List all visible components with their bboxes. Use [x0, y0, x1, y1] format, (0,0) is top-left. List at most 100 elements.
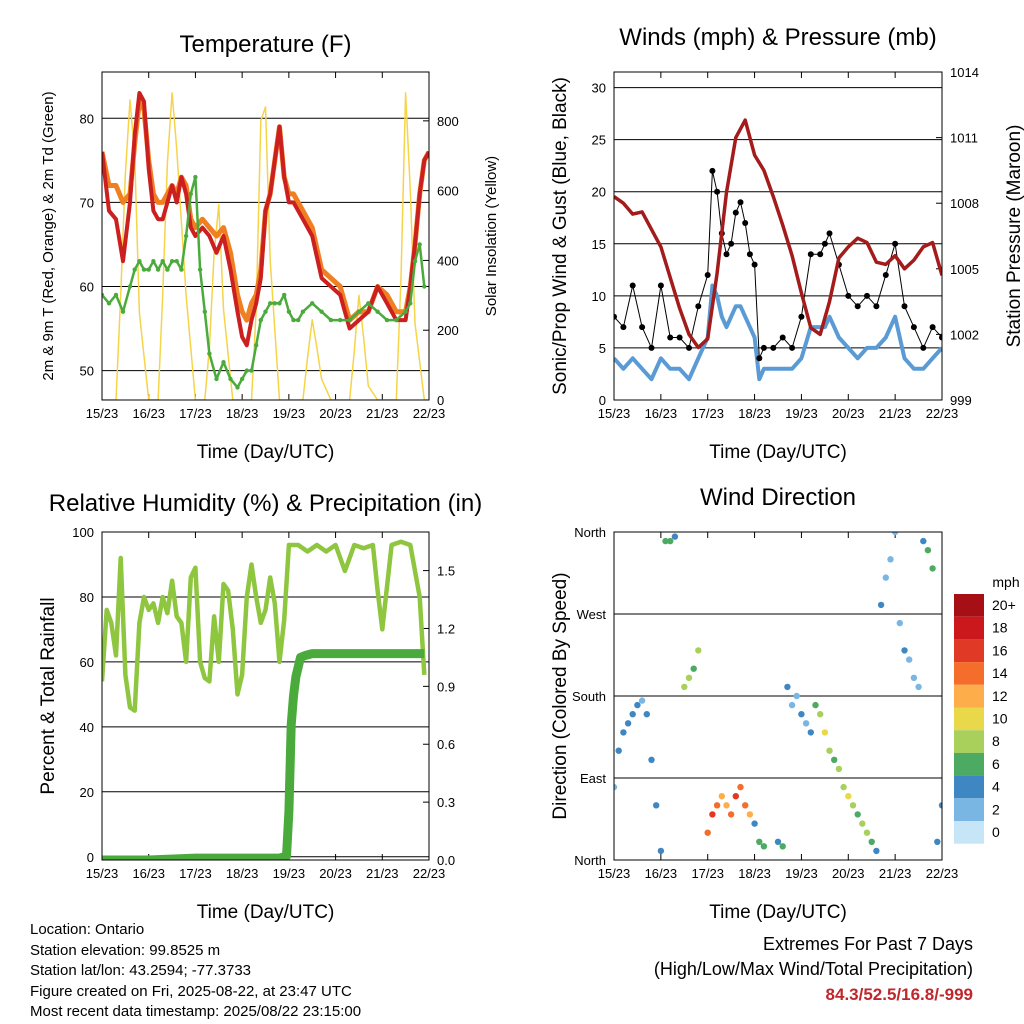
direction-point — [634, 701, 641, 709]
temperature-ytick-label-2: 70 — [80, 195, 94, 210]
dewpoint-point — [408, 301, 413, 306]
speed-legend-swatch — [954, 730, 984, 753]
dewpoint-point — [258, 317, 263, 323]
winds-xtick-label-5: 20/23 — [832, 406, 865, 421]
direction-point — [713, 802, 721, 809]
humidity-xtick-label-4: 19/23 — [273, 866, 306, 881]
direction-point — [802, 720, 810, 727]
temperature-xtick-label-1: 16/23 — [132, 406, 165, 421]
winds-ytick-label-4: 20 — [592, 185, 606, 200]
winds-xlabel: Time (Day/UTC) — [709, 442, 847, 463]
direction-point — [779, 843, 786, 850]
speed-legend-swatch — [954, 594, 984, 617]
winds-ytick-label-5: 25 — [592, 133, 606, 148]
speed-legend-swatch — [954, 707, 984, 731]
winds-ytick-label-2: 10 — [592, 289, 606, 304]
humidity-y2tick-label-4: 1.2 — [437, 621, 455, 636]
temperature-ytick-label-1: 60 — [80, 279, 94, 294]
direction-point — [924, 547, 932, 554]
winds-ytick-label-3: 15 — [592, 237, 606, 252]
speed-legend-label: 0 — [992, 824, 1000, 840]
winds-xtick-label-7: 22/23 — [926, 406, 959, 421]
dewpoint-line — [102, 175, 426, 389]
dewpoint-point — [319, 309, 324, 314]
dewpoint-point — [268, 301, 273, 306]
winds-xtick-label-6: 21/23 — [879, 406, 912, 421]
temperature-frame — [101, 71, 430, 401]
direction-point — [840, 783, 847, 791]
direction-xtick-label-6: 21/23 — [879, 866, 912, 881]
direction-point — [798, 711, 805, 718]
dewpoint-point — [179, 267, 184, 272]
dewpoint-point — [249, 368, 254, 373]
temperature-y2tick-label-4: 800 — [437, 114, 459, 129]
dewpoint-point — [174, 259, 179, 264]
direction-point — [788, 701, 796, 709]
temperature-ytick-label-0: 50 — [80, 364, 94, 379]
dewpoint-point — [272, 301, 277, 306]
speed-legend-label: 20+ — [992, 597, 1016, 613]
latlon-text: Station lat/lon: 43.2594; -77.3733 — [30, 962, 252, 979]
direction-point — [614, 783, 618, 791]
temperature-xtick-label-0: 15/23 — [86, 406, 119, 421]
direction-point — [906, 656, 913, 663]
direction-point — [704, 829, 711, 836]
dewpoint-point — [151, 259, 156, 264]
winds-xtick-label-2: 17/23 — [691, 406, 724, 421]
direction-point — [807, 729, 814, 736]
humidity-ytick-label-0: 0 — [87, 850, 94, 865]
winds-title: Winds (mph) & Pressure (mb) — [619, 24, 936, 51]
direction-point — [849, 802, 857, 809]
dewpoint-point — [228, 376, 233, 382]
direction-point — [826, 747, 833, 754]
direction-point — [887, 556, 894, 563]
dewpoint-point — [356, 309, 362, 314]
temperature-xtick-label-7: 22/23 — [413, 406, 446, 421]
temperature-y2tick-label-3: 600 — [437, 184, 459, 199]
speed-legend-label: 10 — [992, 711, 1008, 727]
winds-y2tick-label-3: 1008 — [950, 196, 979, 211]
direction-point — [648, 756, 655, 763]
speed-legend-swatch — [954, 662, 984, 685]
direction-point — [901, 647, 908, 654]
elevation-text: Station elevation: 99.8525 m — [30, 941, 221, 959]
dewpoint-point — [310, 301, 315, 306]
dewpoint-point — [296, 317, 301, 323]
extremes-box: Extremes For Past 7 Days (High/Low/Max W… — [654, 932, 973, 1007]
speed-legend-label: 14 — [992, 665, 1008, 681]
recent-text: Most recent data timestamp: 2025/08/22 2… — [30, 1003, 362, 1020]
direction-plot-area — [614, 532, 942, 855]
temperature-xtick-label-3: 18/23 — [226, 406, 259, 421]
direction-point — [751, 820, 758, 827]
dewpoint-point — [155, 267, 161, 272]
wind-speed-line — [614, 283, 942, 382]
winds-y2tick-label-1: 1002 — [950, 327, 979, 342]
dewpoint-point — [366, 301, 371, 306]
direction-point — [929, 565, 936, 572]
speed-legend-swatch — [954, 639, 984, 663]
temperature-chart: Temperature (F)50607080020040060080015/2… — [40, 31, 500, 463]
speed-legend-swatch — [954, 684, 984, 708]
speed-legend-label: 12 — [992, 688, 1008, 704]
dewpoint-point — [328, 317, 334, 323]
direction-xlabel: Time (Day/UTC) — [709, 902, 847, 923]
temperature-plot-area — [102, 91, 429, 400]
direction-point — [737, 783, 744, 791]
dewpoint-point — [254, 343, 259, 348]
speed-legend-label: 6 — [992, 756, 1000, 772]
direction-point — [915, 683, 922, 691]
speed-legend-swatch — [954, 821, 984, 844]
temperature-ylabel: 2m & 9m T (Red, Orange) & 2m Td (Green) — [40, 91, 57, 380]
dewpoint-point — [282, 292, 287, 298]
humidity-frame — [101, 531, 430, 861]
humidity-xlabel: Time (Day/UTC) — [197, 902, 335, 923]
direction-point — [667, 537, 674, 545]
extremes-subtitle: (High/Low/Max Wind/Total Precipitation) — [653, 959, 973, 979]
direction-point — [831, 756, 838, 763]
winds-y2tick-label-2: 1005 — [950, 262, 979, 277]
dewpoint-point — [291, 317, 296, 323]
solar-insolation-line — [102, 92, 429, 400]
winds-xtick-label-3: 18/23 — [738, 406, 771, 421]
extremes-title: Extremes For Past 7 Days — [762, 934, 973, 954]
